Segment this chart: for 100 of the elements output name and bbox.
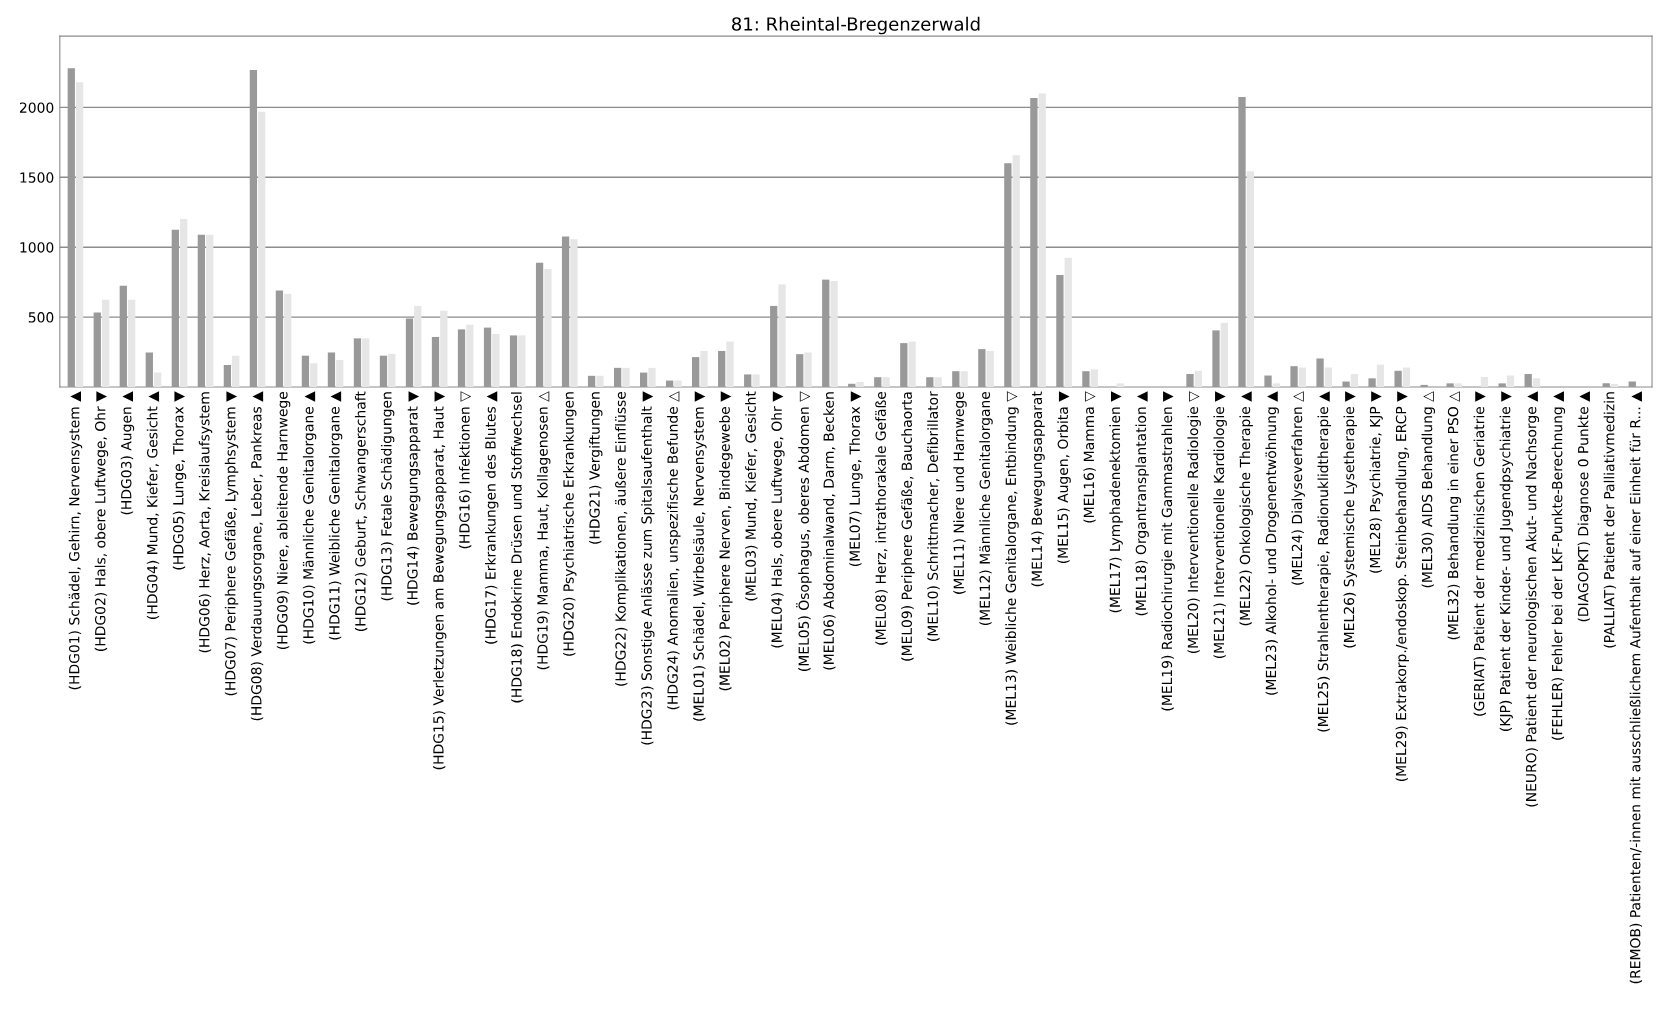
bar <box>509 335 518 387</box>
bar <box>822 279 830 387</box>
bar <box>492 334 500 387</box>
bar <box>440 310 448 387</box>
x-tick-label: (HDG11) Weibliche Genitalorgane ▲ <box>328 391 343 640</box>
bar <box>145 352 153 387</box>
bar <box>1290 366 1298 387</box>
bar <box>744 374 752 387</box>
bar <box>718 350 726 387</box>
x-tick-label: (MEL14) Bewegungsapparat <box>1031 391 1045 587</box>
x-tick-label: (HDG24) Anomalien, unspezifische Befunde △ <box>667 391 681 710</box>
bar <box>1116 383 1124 387</box>
x-tick-label: (MEL22) Onkologische Therapie ▲ <box>1239 391 1253 626</box>
bar <box>796 354 804 387</box>
bar <box>362 338 370 387</box>
bar <box>518 335 526 387</box>
x-tick-label: (HDG21) Vergiftungen <box>589 392 603 544</box>
bar <box>1420 384 1428 387</box>
bar <box>1186 374 1194 387</box>
x-tick-label: (MEL08) Herz, intrathorakale Gefäße <box>875 391 888 645</box>
bar <box>466 324 474 387</box>
bar <box>1446 383 1454 387</box>
bar <box>457 329 466 387</box>
x-tick-label: (MEL28) Psychiatrie, KJP ▼ <box>1369 391 1383 573</box>
bar <box>1090 369 1098 387</box>
x-tick-label: (MEL26) Systemische Lysetherapie ▼ <box>1343 391 1357 648</box>
bar <box>353 338 362 387</box>
x-tick-label: (HDG17) Erkrankungen des Blutes ▲ <box>484 391 499 644</box>
bar <box>1376 364 1385 387</box>
bar <box>960 371 968 387</box>
bar <box>952 371 960 387</box>
bar <box>284 293 292 387</box>
x-tick-label: (MEL20) Interventionelle Radiologie ▽ <box>1187 391 1201 654</box>
bar <box>1238 97 1246 387</box>
x-tick-label: (MEL23) Alkohol- und Drogenentwöhnung ▲ <box>1265 391 1279 695</box>
x-tick-label: (DIAGOPKT) Diagnose 0 Punkte ▲ <box>1577 391 1592 622</box>
bar <box>1480 376 1489 387</box>
bar <box>692 357 700 387</box>
bar <box>119 285 127 387</box>
bar <box>1524 374 1532 387</box>
x-tick-label: (NEURO) Patient der neurologischen Akut- und Nachsorge ▲ <box>1525 391 1540 807</box>
bar <box>180 219 188 387</box>
bar <box>483 327 492 387</box>
bar <box>613 367 622 387</box>
bar <box>752 374 760 387</box>
x-tick-label: (MEL25) Strahlentherapie, Radionuklidtherapie ▲ <box>1317 391 1331 732</box>
bar <box>1506 375 1515 387</box>
bar <box>197 234 205 387</box>
x-tick-label: (MEL15) Augen, Orbita ▼ <box>1057 391 1071 564</box>
bar <box>926 377 934 387</box>
bar <box>310 363 318 387</box>
bar <box>171 229 179 387</box>
x-tick-label: (HDG23) Sonstige Anlässe zum Spitalsaufenthalt ▼ <box>641 391 655 745</box>
bar <box>1220 322 1228 387</box>
bar <box>726 341 734 387</box>
bar <box>535 262 544 387</box>
bar <box>1012 155 1020 387</box>
x-tick-label: (FEHLER) Fehler bei der LKF-Punkte-Berechnung ▲ <box>1551 391 1566 740</box>
bar <box>1082 371 1090 387</box>
x-tick-label: (HDG14) Bewegungsapparat ▼ <box>406 391 421 605</box>
x-tick-label: (KJP) Patient der Kinder- und Jugendpsychiatrie ▼ <box>1499 391 1514 731</box>
x-tick-label: (HDG12) Geburt, Schwangerschaft <box>354 391 369 631</box>
bar <box>1004 163 1012 387</box>
bar <box>336 360 344 387</box>
bar <box>856 381 864 387</box>
bar <box>258 111 266 387</box>
bar <box>388 353 396 387</box>
x-tick-label: (MEL30) AIDS Behandlung △ <box>1421 391 1436 588</box>
bar <box>1610 384 1619 387</box>
bar <box>1350 374 1359 387</box>
bar <box>223 365 232 387</box>
bar <box>1056 275 1064 387</box>
bar <box>770 305 778 387</box>
x-tick-label: (MEL02) Periphere Nerven, Bindegewebe ▼ <box>719 391 733 691</box>
bar <box>127 299 136 387</box>
x-tick-label: (PALLIAT) Patient der Palliativmedizin <box>1603 392 1617 648</box>
x-tick-label: (HDG19) Mamma, Haut, Kollagenosen △ <box>537 391 551 670</box>
x-tick-label: (MEL21) Interventionelle Kardiologie ▼ <box>1213 391 1227 659</box>
bar <box>874 377 882 387</box>
bar <box>1246 171 1254 387</box>
bar <box>1264 375 1272 387</box>
bar <box>674 380 682 387</box>
bar <box>75 82 84 387</box>
bar <box>804 352 812 387</box>
x-tick-label: (MEL18) Organtransplantation ▲ <box>1135 391 1149 616</box>
x-tick-label: (MEL13) Weibliche Genitalorgane, Entbindung ▽ <box>1005 391 1019 725</box>
bar <box>301 355 310 387</box>
bar <box>405 318 414 387</box>
bar <box>1394 370 1402 387</box>
x-tick-label: (MEL19) Radiochirurgie mit Gammastrahlen ▼ <box>1161 391 1175 711</box>
x-tick-label: (MEL09) Periphere Gefäße, Bauchaorta <box>901 392 915 661</box>
bar <box>882 377 890 387</box>
x-tick-label: (HDG06) Herz, Aorta, Kreislaufsystem <box>198 392 213 653</box>
bar <box>1454 383 1463 387</box>
x-tick-label: (HDG01) Schädel, Gehirn, Nervensystem ▲ <box>68 391 83 690</box>
bar <box>1498 383 1506 387</box>
bar <box>379 355 388 387</box>
bar <box>93 312 101 387</box>
bar <box>900 343 908 387</box>
bar <box>986 350 994 387</box>
